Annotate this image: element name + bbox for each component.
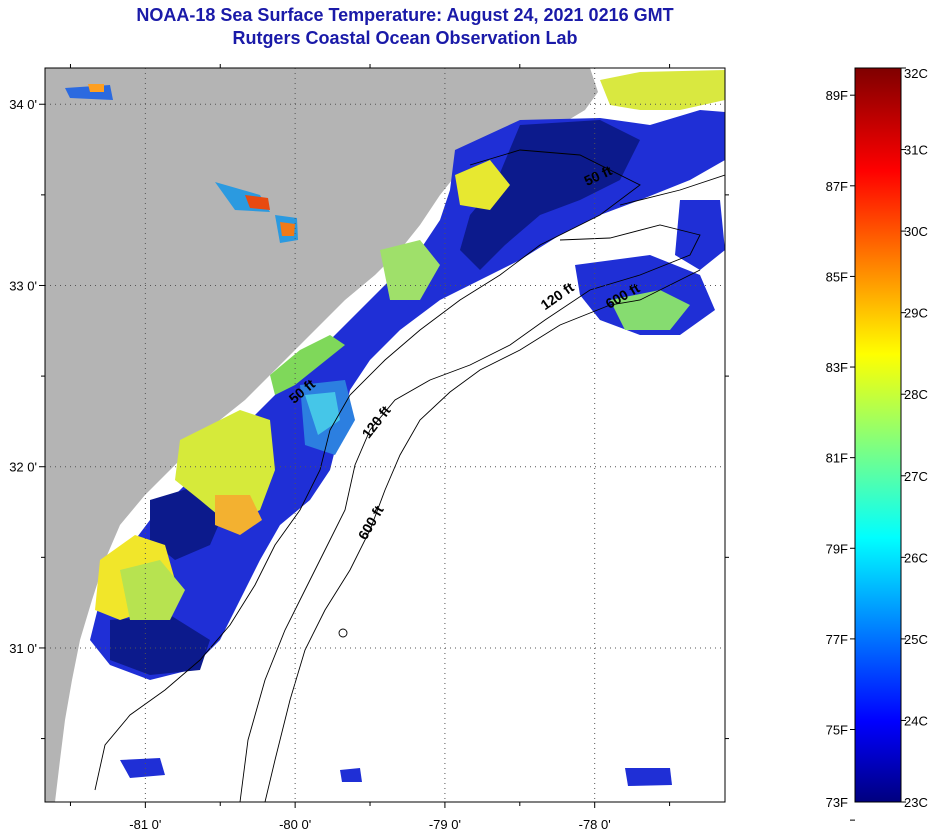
colorbar-fahrenheit-label: 75F <box>826 723 848 738</box>
colorbar-celsius-label: 32C <box>904 66 928 81</box>
land-area <box>45 68 598 802</box>
colorbar-fahrenheit-label: 87F <box>826 179 848 194</box>
graticule <box>45 68 725 802</box>
colorbar-fahrenheit-label: 89F <box>826 88 848 103</box>
colorbar-celsius-label: 29C <box>904 306 928 321</box>
lon-tick-label: -81 0' <box>129 817 161 832</box>
colorbar-celsius-label: 25C <box>904 632 928 647</box>
colorbar-celsius-label: 30C <box>904 224 928 239</box>
map-frame <box>44 67 726 803</box>
lon-tick-label: -79 0' <box>429 817 461 832</box>
lat-tick-label: 33 0' <box>9 278 37 293</box>
colorbar-celsius-label: 27C <box>904 469 928 484</box>
lat-tick-label: 31 0' <box>9 641 37 656</box>
colorbar-fahrenheit-label: 73F <box>826 795 848 810</box>
colorbar-fahrenheit-label: 81F <box>826 451 848 466</box>
longitude-axis: -81 0' -80 0' -79 0' -78 0' <box>69 64 671 832</box>
sst-patches <box>65 70 725 786</box>
lat-tick-label: 34 0' <box>9 97 37 112</box>
colorbar-fahrenheit-label: 79F <box>826 541 848 556</box>
colorbar <box>854 67 902 803</box>
lat-tick-label: 32 0' <box>9 460 37 475</box>
colorbar-celsius-label: 28C <box>904 387 928 402</box>
latitude-axis: 34 0' 33 0' 32 0' 31 0' <box>9 97 729 740</box>
bathymetry-contours <box>94 149 725 802</box>
colorbar-celsius-label: 24C <box>904 713 928 728</box>
colorbar-celsius-label: 26C <box>904 550 928 565</box>
colorbar-celsius-label: 23C <box>904 795 928 810</box>
lon-tick-label: -80 0' <box>279 817 311 832</box>
colorbar-celsius-label: 31C <box>904 143 928 158</box>
colorbar-fahrenheit-label: 77F <box>826 632 848 647</box>
lon-tick-label: -78 0' <box>579 817 611 832</box>
colorbar-fahrenheit-label: 85F <box>826 269 848 284</box>
colorbar-fahrenheit-label: 83F <box>826 360 848 375</box>
colorbar-labels: 32C 31C 30C 29C 28C 27C 26C 25C 24C 23C 89F 87F 85F 8… <box>826 66 928 821</box>
map-title: NOAA-18 Sea Surface Temperature: August … <box>136 5 674 25</box>
map-subtitle: Rutgers Coastal Ocean Observation Lab <box>232 28 578 48</box>
